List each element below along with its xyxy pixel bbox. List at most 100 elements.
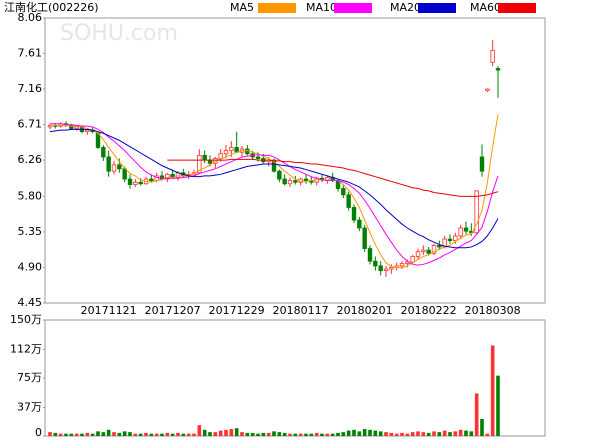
x-tick-label: 20171121	[81, 304, 137, 317]
volume-bar	[74, 433, 79, 436]
volume-bar	[384, 432, 388, 436]
candle-body	[383, 268, 389, 272]
candle-body	[149, 178, 154, 182]
legend-label: MA10	[306, 1, 337, 14]
candle-body	[127, 178, 133, 185]
volume-bar	[293, 433, 298, 436]
candle-body	[287, 180, 293, 185]
volume-bar	[352, 429, 356, 436]
candle-body	[159, 175, 165, 180]
x-tick-label: 20171207	[145, 304, 201, 317]
candle-body	[74, 126, 79, 129]
volume-bar	[202, 429, 207, 436]
volume-bar	[266, 432, 271, 436]
volume-bar	[186, 433, 191, 436]
volume-bar	[80, 433, 84, 436]
legend-swatch	[498, 3, 536, 13]
x-tick-label: 20180308	[465, 304, 521, 317]
candle-body	[197, 154, 202, 174]
candle-body	[399, 263, 405, 267]
legend-label: MA60	[470, 1, 501, 14]
volume-bar	[314, 432, 319, 436]
candle-body	[490, 49, 495, 63]
volume-bar	[48, 432, 52, 436]
volume-bar	[256, 433, 260, 436]
candle-body	[293, 180, 298, 183]
x-tick-label: 20180222	[401, 304, 457, 317]
volume-bar	[298, 433, 303, 436]
volume-bar	[490, 345, 495, 436]
volume-bar	[346, 430, 351, 436]
volume-bar	[336, 432, 340, 436]
price-frame	[44, 17, 546, 304]
volume-bar	[53, 432, 58, 436]
candle-body	[431, 244, 437, 254]
volume-bar	[426, 432, 431, 436]
volume-bar	[469, 431, 474, 436]
volume-bar	[304, 433, 308, 436]
volume-bar	[144, 432, 148, 436]
y-tick-label: 6.26	[18, 153, 43, 166]
volume-bar	[234, 428, 239, 436]
volume-bar	[282, 432, 287, 436]
ma-line	[49, 128, 499, 249]
y-tick-label: 4.45	[18, 296, 43, 309]
candle-body	[495, 68, 501, 71]
volume-bar	[309, 433, 314, 436]
legend-label: MA5	[230, 1, 254, 14]
volume-bar	[448, 432, 452, 436]
candle-body	[282, 178, 287, 185]
candle-body	[479, 156, 485, 172]
candle-body	[85, 129, 90, 133]
candle-body	[485, 88, 490, 92]
volume-bar	[288, 433, 292, 436]
candle-body	[437, 244, 442, 248]
y-tick-label: 75万	[17, 371, 42, 384]
volume-bar	[133, 433, 138, 436]
y-tick-label: 8.06	[18, 11, 43, 24]
candle-body	[463, 227, 469, 232]
candle-body	[229, 147, 234, 152]
volume-bar	[357, 431, 362, 436]
candle-body	[474, 190, 479, 234]
y-tick-label: 4.90	[18, 260, 43, 273]
volume-bar	[69, 433, 74, 436]
y-tick-label: 37万	[17, 400, 42, 413]
candle-body	[277, 170, 282, 180]
volume-bar	[96, 431, 100, 436]
volume-bar	[464, 430, 468, 436]
y-tick-label: 5.35	[18, 225, 43, 238]
volume-bar	[416, 431, 420, 436]
volume-bar	[58, 433, 63, 436]
volume-bar	[176, 432, 180, 436]
volume-bar	[389, 432, 394, 436]
candle-body	[101, 147, 106, 158]
volume-bar	[437, 432, 442, 436]
volume-bar	[224, 429, 228, 436]
candle-body	[367, 248, 373, 262]
legend-swatch	[258, 3, 296, 13]
candle-body	[133, 181, 138, 185]
y-tick-label: 6.71	[18, 118, 43, 131]
y-tick-label: 5.80	[18, 189, 43, 202]
volume-bar	[405, 433, 410, 436]
volume-bar	[240, 432, 244, 436]
candle-body	[122, 168, 127, 180]
y-tick-label: 0	[35, 426, 42, 439]
candle-body	[415, 251, 421, 257]
volume-bar	[373, 430, 378, 436]
volume-bar	[112, 432, 116, 436]
y-tick-label: 150万	[10, 313, 42, 326]
candle-body	[447, 238, 453, 242]
volume-bar	[277, 432, 282, 436]
volume-bar	[378, 431, 383, 436]
volume-bar	[496, 375, 500, 436]
volume-bar	[421, 432, 426, 436]
legend-swatch	[334, 3, 372, 13]
ma-line	[167, 158, 499, 197]
candle-body	[341, 188, 346, 196]
candle-body	[117, 164, 122, 170]
candle-body	[410, 256, 415, 263]
x-tick-label: 20180117	[273, 304, 329, 317]
volume-bar	[250, 432, 255, 436]
